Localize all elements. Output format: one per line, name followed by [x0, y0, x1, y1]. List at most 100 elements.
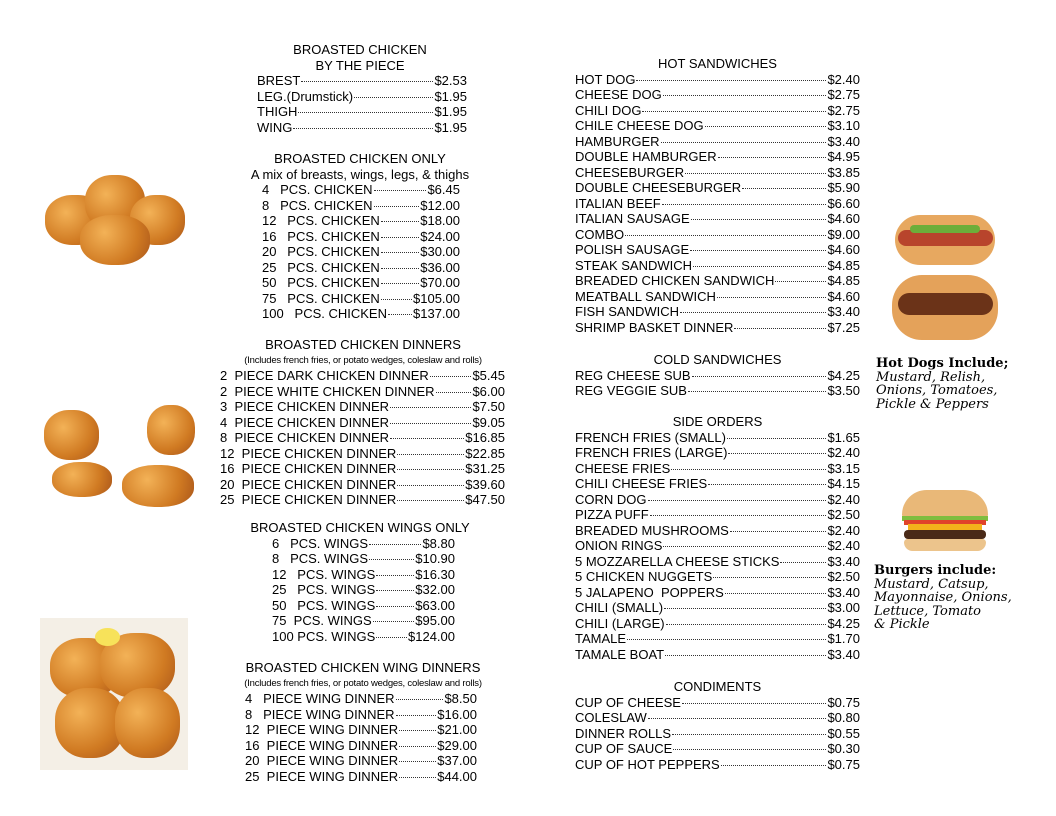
dot-leader [780, 561, 827, 563]
menu-section: BROASTED CHICKEN DINNERS (Includes french… [218, 337, 508, 508]
section-title: HOT SANDWICHES [658, 56, 777, 71]
item-price: $8.80 [422, 535, 455, 551]
item-price: $4.25 [827, 615, 860, 631]
item-name: 8 PIECE CHICKEN DINNER [220, 430, 390, 445]
item-name: 12 PIECE CHICKEN DINNER [220, 445, 397, 461]
fried-wings-image [40, 618, 188, 770]
item-name: BREADED MUSHROOMS [575, 522, 729, 538]
menu-item: CHILI (SMALL) $3.00 [575, 600, 860, 616]
item-name: 100 PCS. CHICKEN [262, 306, 387, 321]
menu-item: 16 PCS. CHICKEN $24.00 [262, 229, 460, 245]
dot-leader [390, 407, 472, 408]
item-name: 16 PCS. CHICKEN [262, 228, 380, 244]
menu-item: 16 PIECE WING DINNER $29.00 [245, 738, 477, 754]
item-name: 5 JALAPENO POPPERS [575, 584, 724, 600]
item-name: 5 MOZZARELLA CHEESE STICKS [575, 553, 780, 569]
item-price: $3.85 [827, 164, 860, 180]
item-price: $3.15 [827, 460, 860, 476]
hot-dogs-toppings-caption: Hot Dogs Include; Mustard, Relish, Onion… [876, 357, 1008, 411]
dot-leader [742, 188, 827, 189]
menu-item: 6 PCS. WINGS $8.80 [272, 536, 455, 552]
dot-leader [665, 623, 827, 625]
dot-leader [380, 236, 420, 238]
menu-item: CHILI CHEESE FRIES $4.15 [575, 476, 860, 492]
item-name: 6 PCS. WINGS [272, 535, 369, 551]
item-price: $7.50 [472, 399, 505, 414]
menu-item: 5 JALAPENO POPPERS $3.40 [575, 585, 860, 601]
section-title: BROASTED CHICKEN ONLY [274, 151, 446, 166]
menu-item: BREADED CHICKEN SANDWICH $4.85 [575, 273, 860, 289]
item-name: FISH SANDWICH [575, 304, 679, 319]
item-name: REG VEGGIE SUB [575, 383, 687, 398]
item-name: 12 PCS. WINGS [272, 566, 376, 582]
dot-leader [380, 283, 420, 284]
item-price: $6.45 [427, 182, 460, 197]
item-name: CHEESEBURGER [575, 164, 685, 180]
item-name: DOUBLE HAMBURGER [575, 149, 717, 164]
item-name: WING [257, 119, 293, 135]
menu-item: SHRIMP BASKET DINNER $7.25 [575, 320, 860, 336]
menu-item: 4 PIECE WING DINNER $8.50 [245, 691, 477, 707]
item-name: 20 PIECE CHICKEN DINNER [220, 476, 397, 492]
menu-item: COLESLAW $0.80 [575, 710, 860, 726]
item-price: $124.00 [408, 628, 455, 644]
menu-item: 4 PCS. CHICKEN $6.45 [262, 182, 460, 198]
dot-leader [647, 499, 827, 501]
item-price: $0.80 [827, 710, 860, 725]
dot-leader [625, 234, 827, 236]
item-name: 25 PIECE WING DINNER [245, 768, 399, 784]
section-title: BROASTED CHICKEN WING DINNERS [245, 660, 481, 675]
menu-item: 20 PCS. CHICKEN $30.00 [262, 244, 460, 260]
menu-item: 50 PCS. CHICKEN $70.00 [262, 275, 460, 291]
item-name: 50 PCS. WINGS [272, 597, 376, 613]
dot-leader [369, 543, 422, 545]
dot-leader [691, 375, 827, 377]
item-name: COMBO [575, 226, 625, 242]
burger-image [902, 490, 988, 552]
item-price: $12.00 [420, 197, 460, 213]
item-price: $3.10 [827, 118, 860, 133]
item-name: FRENCH FRIES (LARGE) [575, 445, 728, 460]
item-price: $3.40 [827, 584, 860, 600]
item-name: 4 PIECE CHICKEN DINNER [220, 414, 390, 430]
menu-item: ITALIAN SAUSAGE $4.60 [575, 211, 860, 227]
item-price: $137.00 [413, 306, 460, 321]
item-name: 12 PIECE WING DINNER [245, 722, 399, 737]
item-name: BREADED CHICKEN SANDWICH [575, 273, 775, 288]
item-price: $9.05 [472, 414, 505, 430]
menu-item: TAMALE $1.70 [575, 631, 860, 647]
menu-item: COMBO $9.00 [575, 227, 860, 243]
menu-item: 20 PIECE CHICKEN DINNER $39.60 [220, 477, 505, 493]
dot-leader [673, 749, 827, 750]
item-name: CHILI CHEESE FRIES [575, 476, 708, 491]
item-name: 25 PCS. CHICKEN [262, 259, 380, 275]
menu-item: POLISH SAUSAGE $4.60 [575, 242, 860, 258]
hot-dogs-caption-heading: Hot Dogs Include; [876, 356, 1009, 371]
burgers-caption-line: & Pickle [874, 617, 930, 632]
item-price: $6.60 [827, 195, 860, 211]
menu-item: FISH SANDWICH $3.40 [575, 304, 860, 320]
item-price: $24.00 [420, 228, 460, 244]
item-list: FRENCH FRIES (SMALL) $1.65 FRENCH FRIES (L… [575, 430, 860, 663]
dot-leader [627, 639, 827, 640]
dot-leader [636, 79, 827, 81]
hot-dogs-caption-line: Pickle & Peppers [876, 396, 989, 412]
menu-item: ONION RINGS $2.40 [575, 538, 860, 554]
menu-item: FRENCH FRIES (SMALL) $1.65 [575, 430, 860, 446]
dot-leader [376, 574, 415, 576]
item-list: 6 PCS. WINGS $8.80 8 PCS. WINGS $10.90 12 PC… [272, 536, 455, 645]
item-name: ITALIAN BEEF [575, 195, 661, 211]
menu-item: 4 PIECE CHICKEN DINNER $9.05 [220, 415, 505, 431]
dot-leader [399, 730, 437, 731]
section-title: SIDE ORDERS [672, 414, 763, 429]
menu-section: BROASTED CHICKEN WINGS ONLY 6 PCS. WINGS $… [215, 520, 505, 644]
item-price: $2.75 [827, 102, 860, 118]
dot-leader [671, 468, 827, 470]
item-price: $5.45 [472, 368, 505, 383]
dot-leader [687, 391, 827, 392]
menu-item: CHILI (LARGE) $4.25 [575, 616, 860, 632]
burgers-caption-line: Lettuce, Tomato [874, 603, 982, 619]
menu-item: 75 PCS. CHICKEN $105.00 [262, 291, 460, 307]
item-price: $6.00 [472, 383, 505, 399]
item-price: $3.40 [827, 646, 860, 662]
